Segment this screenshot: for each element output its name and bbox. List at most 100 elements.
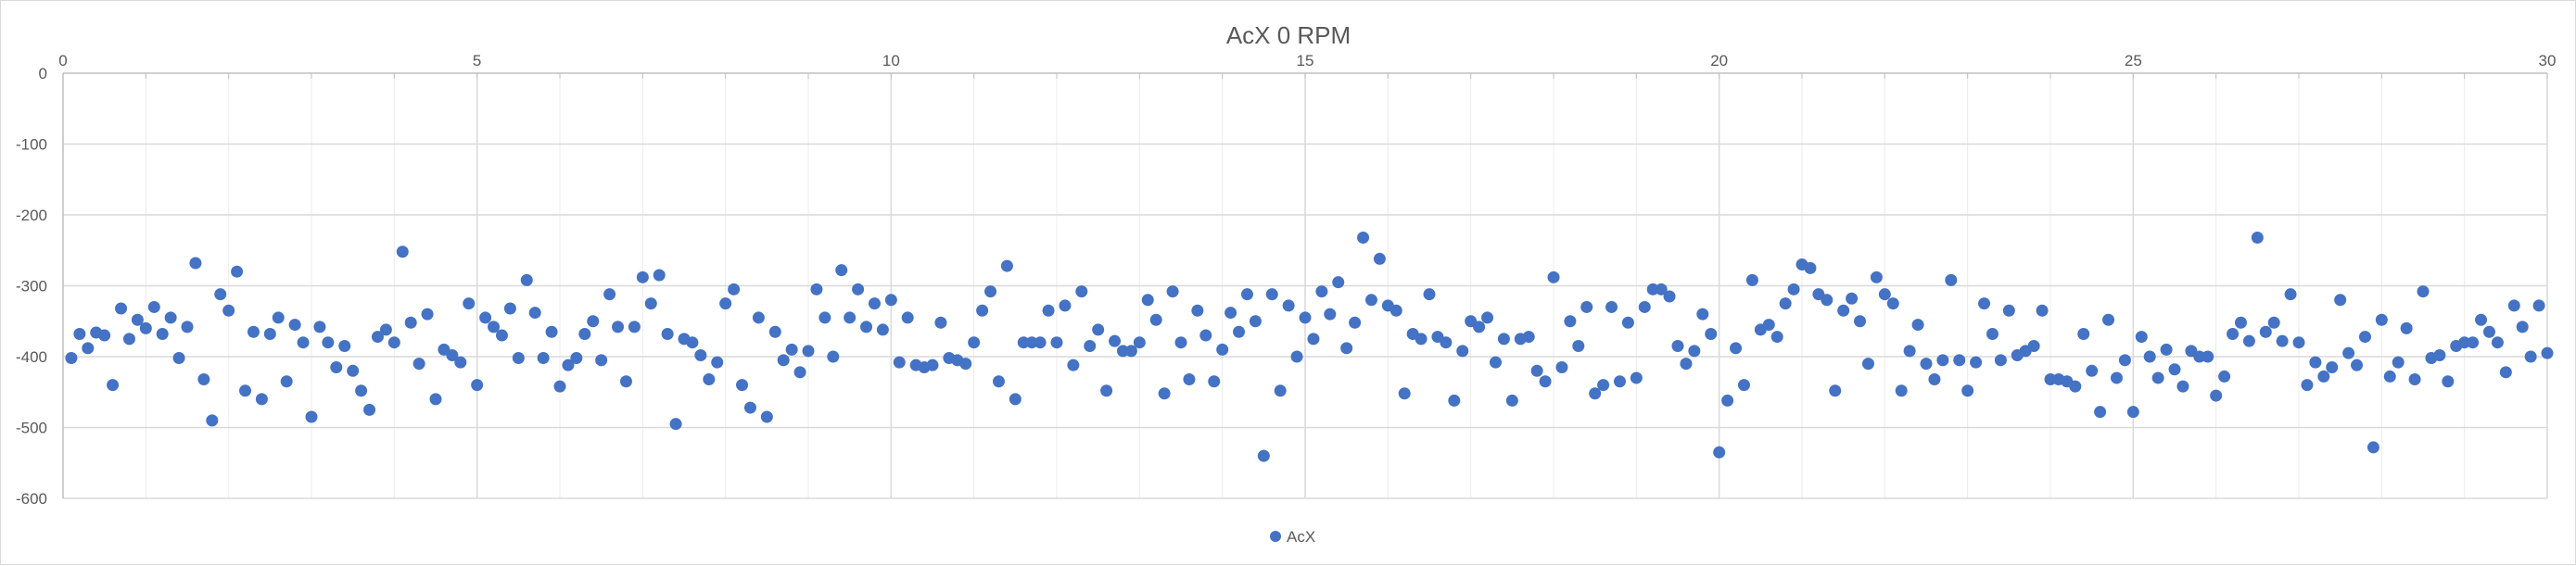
data-point <box>421 308 434 321</box>
data-point <box>1084 340 1097 353</box>
data-point <box>537 352 550 365</box>
data-point <box>893 356 906 369</box>
data-point <box>1208 375 1221 388</box>
data-point <box>984 285 997 298</box>
data-point <box>1630 371 1643 384</box>
data-point <box>2516 321 2529 333</box>
data-point <box>876 323 889 336</box>
data-point <box>222 304 235 317</box>
data-point <box>528 307 541 320</box>
data-point <box>1911 319 1924 332</box>
data-point <box>736 379 749 392</box>
data-point <box>1936 354 1949 367</box>
data-point <box>379 323 392 336</box>
data-point <box>396 245 409 258</box>
data-point <box>1225 307 1237 320</box>
data-point <box>1000 259 1013 272</box>
data-point <box>297 336 310 349</box>
data-point <box>545 325 558 338</box>
data-point <box>1092 323 1105 336</box>
data-point <box>1994 354 2007 367</box>
data-point <box>1886 297 1899 310</box>
data-point <box>363 403 376 416</box>
data-point <box>1663 290 1676 303</box>
data-point <box>1861 358 1874 371</box>
data-point <box>2342 346 2355 359</box>
data-point <box>181 321 194 333</box>
data-point <box>1713 446 1726 459</box>
data-point <box>330 360 343 373</box>
data-point <box>2251 231 2264 244</box>
data-point <box>1621 316 1634 329</box>
data-point <box>1059 299 1072 312</box>
data-point <box>768 325 781 338</box>
data-point <box>1116 345 1129 358</box>
data-point <box>1158 387 1171 400</box>
data-point <box>488 321 501 333</box>
data-point <box>959 358 972 371</box>
data-point <box>1978 297 1991 310</box>
data-point <box>2408 372 2421 385</box>
data-point <box>2532 299 2545 312</box>
data-point <box>2351 358 2364 371</box>
data-point <box>1646 283 1659 296</box>
data-point <box>272 311 285 324</box>
data-point <box>156 328 169 341</box>
data-point <box>1787 283 1800 296</box>
data-point <box>231 265 244 278</box>
data-point <box>1970 356 1983 369</box>
data-point <box>2176 380 2189 393</box>
data-point <box>1572 340 1585 353</box>
data-point <box>2442 375 2455 388</box>
data-point <box>2276 334 2289 347</box>
data-point <box>412 358 425 371</box>
data-point <box>728 283 741 296</box>
data-point <box>247 325 260 338</box>
data-point <box>595 354 608 367</box>
data-point <box>2027 340 2040 353</box>
data-point <box>338 340 351 353</box>
data-point <box>2482 325 2495 338</box>
data-point <box>1928 372 1941 385</box>
data-point <box>2234 316 2247 329</box>
x-tick-label: 15 <box>1297 52 1314 69</box>
data-point <box>2210 389 2223 402</box>
data-point <box>2077 328 2090 341</box>
data-point <box>1390 304 1402 317</box>
data-point <box>818 311 831 324</box>
data-point <box>2383 370 2396 383</box>
data-point <box>653 269 666 282</box>
data-point <box>82 342 95 355</box>
data-point <box>2467 336 2480 349</box>
data-point <box>628 321 641 333</box>
axes <box>62 72 2548 498</box>
data-point <box>2218 370 2231 383</box>
data-point <box>239 384 252 397</box>
data-point <box>835 264 848 277</box>
data-point <box>1440 336 1453 349</box>
data-point <box>2002 304 2015 317</box>
data-point <box>255 393 268 406</box>
data-point <box>1721 394 1734 407</box>
data-point <box>512 352 525 365</box>
data-point <box>827 350 840 363</box>
data-point <box>1240 288 1253 301</box>
data-point <box>1589 387 1602 400</box>
data-point <box>1688 345 1701 358</box>
y-tick-label: -300 <box>16 278 47 296</box>
data-point <box>1870 270 1883 283</box>
data-point <box>1564 315 1577 328</box>
data-point <box>1555 360 1568 373</box>
x-tick-label: 30 <box>2539 52 2557 69</box>
data-point <box>288 319 301 332</box>
data-point <box>1745 273 1758 286</box>
data-point <box>122 333 135 346</box>
legend-label-acx: AcX <box>1287 528 1315 546</box>
data-point <box>1605 300 1618 313</box>
data-point <box>280 375 293 388</box>
x-tick-label: 20 <box>1710 52 1728 69</box>
data-point <box>760 410 773 423</box>
data-point <box>1613 375 1626 388</box>
data-point <box>2110 371 2123 384</box>
